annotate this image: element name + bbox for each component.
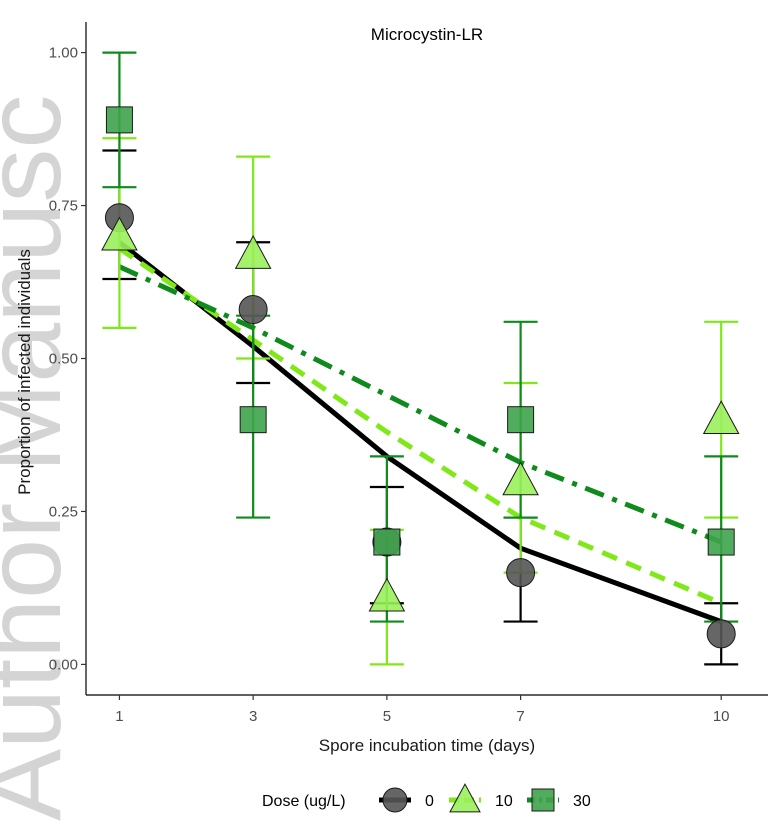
- x-tick-label: 5: [383, 708, 391, 725]
- y-tick-label: 0.00: [49, 656, 78, 673]
- marker-dose-30: [373, 528, 401, 556]
- y-tick-label: 1.00: [49, 45, 78, 62]
- marker-dose-10: [702, 400, 740, 435]
- legend-label: 30: [573, 793, 591, 810]
- x-tick-label: 7: [516, 708, 524, 725]
- marker-dose-10: [234, 234, 272, 269]
- legend-marker-dose-30: [531, 788, 555, 812]
- fit-lines: [117, 240, 723, 624]
- y-tick-label: 0.50: [49, 351, 78, 368]
- x-ticks: 1 3 5 7 10: [115, 695, 730, 725]
- marker-dose-30: [507, 406, 535, 434]
- legend-label: 0: [425, 793, 434, 810]
- marker-dose-30: [707, 528, 735, 556]
- legend-label: 10: [495, 793, 513, 810]
- axes: [85, 22, 768, 696]
- x-tick-label: 10: [713, 708, 730, 725]
- fit-line-dose-10: [117, 246, 723, 606]
- legend: Dose (ug/L) 0 10 30: [262, 783, 591, 813]
- y-axis-label: Proportion of infected individuals: [15, 249, 34, 495]
- legend-keys: 0 10 30: [379, 783, 591, 813]
- y-tick-label: 0.25: [49, 503, 78, 520]
- markers: [101, 106, 740, 649]
- legend-marker-dose-0: [382, 787, 408, 813]
- legend-title: Dose (ug/L): [262, 793, 346, 810]
- legend-item-dose-30: 30: [527, 788, 591, 812]
- fit-line-dose-30: [118, 264, 723, 545]
- x-axis-label: Spore incubation time (days): [319, 736, 535, 755]
- x-tick-label: 1: [115, 708, 123, 725]
- marker-dose-10: [368, 577, 406, 612]
- chart-title: Microcystin-LR: [371, 25, 483, 44]
- legend-marker-dose-10: [449, 783, 481, 813]
- marker-dose-0: [706, 619, 736, 649]
- marker-dose-30: [239, 406, 267, 434]
- legend-item-dose-0: 0: [379, 787, 434, 813]
- marker-dose-0: [238, 295, 268, 325]
- marker-dose-10: [101, 216, 138, 251]
- marker-dose-0: [506, 558, 536, 588]
- y-tick-label: 0.75: [49, 198, 78, 215]
- marker-dose-10: [502, 461, 539, 496]
- y-ticks: 0.00 0.25 0.50 0.75 1.00: [49, 45, 86, 673]
- marker-dose-30: [105, 106, 133, 134]
- error-bars: [102, 51, 739, 666]
- legend-item-dose-10: 10: [449, 783, 513, 813]
- x-tick-label: 3: [249, 708, 257, 725]
